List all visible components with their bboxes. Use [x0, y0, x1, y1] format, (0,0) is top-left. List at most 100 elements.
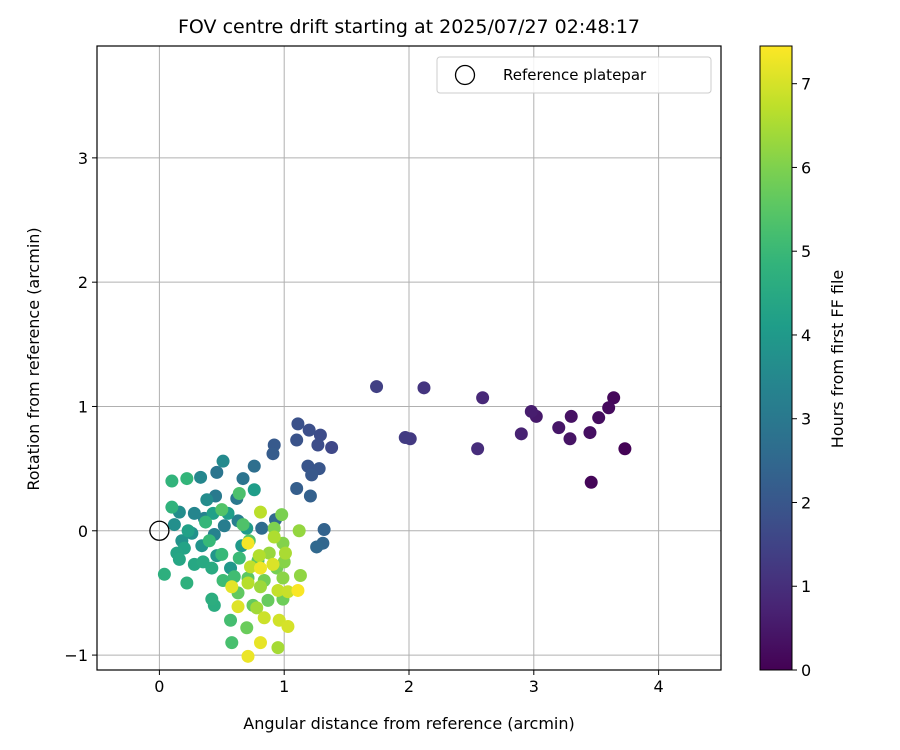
legend: Reference platepar: [436, 56, 712, 94]
data-point: [325, 440, 339, 454]
legend-label: Reference platepar: [503, 66, 647, 84]
data-point: [417, 381, 431, 395]
reference-platepar-marker: [149, 520, 170, 541]
data-point: [563, 432, 577, 446]
data-point: [618, 442, 632, 456]
legend-marker: [454, 64, 476, 86]
data-point: [241, 536, 255, 550]
data-point: [202, 534, 216, 548]
colorbar-gradient: [759, 45, 793, 671]
colorbar-tick-label: 7: [801, 75, 811, 94]
data-point: [225, 636, 239, 650]
data-point: [231, 600, 245, 614]
data-point: [241, 649, 255, 663]
data-point: [250, 601, 264, 615]
data-point: [476, 391, 490, 405]
data-point: [292, 524, 306, 538]
data-point: [227, 570, 241, 584]
data-point: [293, 569, 307, 583]
data-point: [266, 447, 280, 461]
data-point: [290, 433, 304, 447]
data-point: [564, 409, 578, 423]
x-tick-label: 2: [404, 677, 414, 696]
data-point: [524, 404, 538, 418]
y-axis-label: Rotation from reference (arcmin): [24, 227, 43, 490]
data-point: [225, 580, 239, 594]
plot-area: 0 1 2 3 4 −1 0 1 2 3 Reference platepar: [64, 45, 722, 696]
data-point: [275, 508, 289, 522]
data-point: [247, 483, 261, 497]
data-point: [205, 561, 219, 575]
data-point: [290, 482, 304, 496]
data-point: [303, 489, 317, 503]
data-point: [266, 557, 280, 571]
legend-box: [436, 56, 712, 94]
colorbar-label: Hours from first FF file: [828, 270, 847, 449]
data-point: [180, 576, 194, 590]
colorbar-tick-label: 1: [801, 577, 811, 596]
chart-title: FOV centre drift starting at 2025/07/27 …: [178, 16, 640, 38]
data-point: [210, 465, 224, 479]
data-point: [271, 641, 285, 655]
colorbar: 0 1 2 3 4 5 6 7: [759, 45, 811, 680]
data-point: [181, 524, 195, 538]
x-tick-label: 1: [279, 677, 289, 696]
data-point: [215, 503, 229, 517]
data-point: [224, 613, 238, 627]
data-point: [592, 411, 606, 425]
data-point: [172, 552, 186, 566]
data-point: [236, 518, 250, 532]
data-point: [253, 636, 267, 650]
colorbar-tick-label: 6: [801, 158, 811, 177]
data-point: [167, 518, 181, 532]
colorbar-tick-label: 5: [801, 242, 811, 261]
data-point: [236, 472, 250, 486]
data-point: [253, 580, 267, 594]
data-point: [165, 474, 179, 488]
data-point: [291, 417, 305, 431]
data-point: [281, 585, 295, 599]
data-point: [261, 593, 275, 607]
data-point: [311, 438, 325, 452]
data-point: [281, 619, 295, 633]
data-point: [199, 515, 213, 529]
data-point: [253, 505, 267, 519]
data-point: [291, 583, 305, 597]
data-point: [253, 561, 267, 575]
data-point: [165, 500, 179, 514]
data-point: [514, 427, 528, 441]
x-axis-label: Angular distance from reference (arcmin): [243, 714, 574, 733]
data-point: [262, 546, 276, 560]
data-point: [157, 567, 171, 581]
y-tick-label: 1: [78, 397, 88, 416]
colorbar-tick-label: 3: [801, 410, 811, 429]
data-point: [194, 470, 208, 484]
data-point: [240, 621, 254, 635]
data-point: [310, 540, 324, 554]
data-point: [278, 546, 292, 560]
data-point: [255, 521, 269, 535]
data-point: [602, 401, 616, 415]
data-point: [241, 576, 255, 590]
data-point: [607, 391, 621, 405]
data-point: [271, 583, 285, 597]
data-point: [215, 547, 229, 561]
data-point: [267, 530, 281, 544]
data-point: [244, 560, 258, 574]
data-point: [205, 592, 219, 606]
y-tick-label: 3: [78, 149, 88, 168]
data-point: [370, 380, 384, 394]
colorbar-tick-label: 4: [801, 326, 811, 345]
data-point: [584, 475, 598, 489]
data-point: [583, 426, 597, 440]
x-tick-label: 0: [154, 677, 164, 696]
x-tick-label: 4: [654, 677, 664, 696]
data-point: [276, 571, 290, 585]
data-point: [257, 611, 271, 625]
data-point: [216, 454, 230, 468]
x-tick-label: 3: [529, 677, 539, 696]
y-tick-label: 0: [78, 522, 88, 541]
y-tick-label: −1: [64, 646, 88, 665]
colorbar-tick-label: 2: [801, 493, 811, 512]
